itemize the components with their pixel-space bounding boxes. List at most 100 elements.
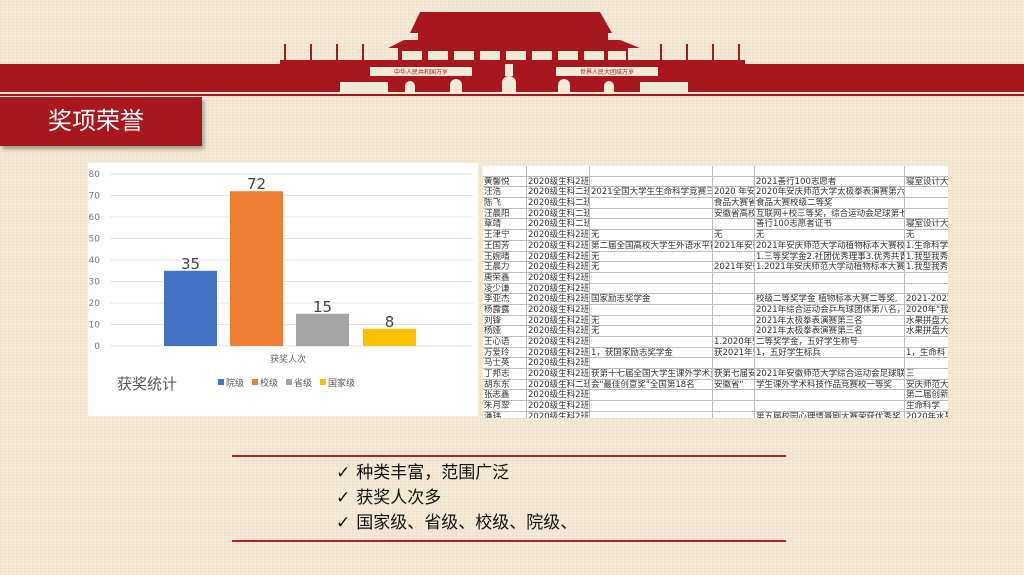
table-cell: 2020级生科2班 (528, 294, 590, 304)
table-cell: 1，获国家励志奖学金 (590, 347, 713, 358)
table-cell: 1.2021年安庆师范大学动植物标本大赛校 (756, 262, 905, 272)
table-cell: 2021善行100志愿者 (755, 176, 905, 187)
table-row-partial (483, 166, 948, 177)
table-row: 杨娅 2020级生科2班无 2021年太极拳表演赛第三名 水果拼盘大 (483, 326, 948, 337)
table-row: 陈飞 2020级生科二班 食品大赛省 食品大赛校级二等奖 (483, 198, 948, 209)
table-cell: 凌少谦 (483, 283, 527, 294)
table-cell: 水果拼盘大 (906, 315, 948, 326)
table-cell: 无 (590, 315, 713, 326)
legend-swatch (252, 379, 258, 385)
table-cell (905, 187, 948, 197)
table-cell (755, 272, 905, 283)
table-cell: 2020级生科2班 (528, 304, 590, 315)
table-cell: 2021年太极拳表演赛第三名 (755, 326, 905, 336)
y-tick-label: 0 (94, 342, 100, 352)
table-cell (905, 337, 948, 347)
table-cell (755, 390, 905, 401)
divider-bottom (232, 540, 786, 542)
table-cell: 互联网+校三等奖，综合运动会足球第七名，三等 (755, 208, 905, 219)
table-cell: 第五届校园心理情景剧大赛荣获优秀奖, (755, 411, 905, 418)
table-cell: 李亚杰 (483, 294, 527, 304)
table-row: 黄馨悦 2020级生科2班 2021善行100志愿者 寝室设计大 (483, 176, 948, 188)
table-cell: 章靖 (483, 219, 527, 230)
table-cell (713, 283, 755, 294)
y-tick-label: 30 (89, 278, 101, 288)
table-cell: 2020级生科2班 (528, 390, 590, 401)
table-cell: 2020级生科二班 (528, 219, 590, 230)
table-row: 章靖 2020级生科二班 善行100志愿者证书 寝室设计大 (483, 219, 948, 231)
table-cell: 安徽省高校 (714, 208, 755, 219)
table-cell: 2020级生科2班 (528, 337, 590, 347)
table-cell: 无 (906, 230, 915, 240)
table-cell (755, 401, 905, 411)
table-row: 汪浩 2020级生科二班 2021全国大学生生命科学竞赛三等 2020 年安 2020年… (483, 187, 948, 199)
legend-label: 省级 (294, 377, 312, 389)
legend-label: 国家级 (328, 377, 355, 389)
table-cell (590, 219, 713, 230)
divider-top (232, 455, 786, 457)
table-cell: 2021年安庆师范大学动植物标本大赛校级 (756, 240, 905, 251)
table-cell: 校级二等奖学金 植物标本大赛二等奖, (755, 294, 905, 304)
table-cell: 2020级生科2班 (528, 315, 590, 326)
table-cell: 2021-2022 (906, 294, 948, 304)
table-cell: 刘锋 (483, 315, 527, 326)
y-tick-label: 20 (89, 299, 101, 309)
table-cell: 1.我型我秀 (906, 251, 948, 262)
summary-item: ✓ 种类丰富，范围广泛 (336, 461, 577, 486)
table-cell: 1.2020年安 (713, 337, 755, 347)
table-row: 王津宁 2020级生科2班无无无无 (483, 230, 948, 241)
y-tick-label: 60 (89, 213, 101, 223)
table-cell: 2020级生科2班 (528, 240, 590, 251)
bar-省级 (296, 313, 349, 346)
x-axis-label: 获奖人次 (270, 353, 306, 365)
table-cell (713, 411, 755, 418)
table-cell (590, 390, 713, 401)
table-cell (590, 198, 713, 208)
check-icon: ✓ (336, 463, 351, 483)
data-label: 35 (181, 255, 200, 273)
table-cell: 马士英 (483, 358, 527, 369)
table-row: 万爱玲2020级生科2班1，获国家励志奖学金获2021年安1，五好学生标兵1，生… (483, 347, 948, 359)
table-cell: 安庆师范大 (906, 379, 948, 390)
table-cell: 陈飞 (483, 198, 527, 208)
table-cell: 食品大赛校级二等奖 (755, 198, 905, 208)
table-row: 王晨力2020级生科2班无2021年安徽1.2021年安庆师范大学动植物标本大赛… (483, 262, 948, 273)
table-cell: 无 (590, 230, 713, 240)
table-cell: 王心语 (483, 337, 527, 347)
table-cell: 2021年安徽 (713, 262, 755, 272)
table-cell (713, 304, 755, 315)
table-cell: 食品大赛省 (714, 198, 755, 208)
table-cell (905, 273, 948, 283)
table-cell: 无 (590, 251, 713, 262)
table-cell: 2020级生科2班 (528, 176, 590, 187)
table-cell: 王婉晴 (483, 251, 527, 262)
bar-国家级 (363, 328, 416, 346)
table-cell: 安徽省" (713, 379, 755, 390)
legend-label: 校级 (260, 377, 278, 389)
table-cell: 1，生命科 (906, 347, 946, 358)
table-cell (755, 283, 905, 294)
table-cell: 2020级生科二班 (528, 379, 590, 390)
table-row: 马士英 2020级生科2班 (483, 358, 948, 370)
legend-swatch (320, 379, 326, 385)
table-cell (713, 294, 755, 304)
y-tick-label: 10 (89, 321, 101, 331)
table-cell: 国家励志奖学金 (590, 294, 713, 304)
bar-院级 (164, 270, 217, 346)
table-cell (905, 209, 948, 219)
table-cell: 2020年安庆师范大学太极拳表演赛第六名，2021年 (756, 187, 905, 198)
table-cell: 2020级生科2班 (528, 230, 590, 240)
table-cell: 2020级生科二班 (528, 198, 590, 208)
table-cell: 学生课外学术科技作品竞赛校一等奖 (755, 379, 905, 390)
table-row: 丁邦志 2020级生科2班 获第十七届全国大学生课外学术竞 获第七届安 2021年安徽师… (483, 369, 948, 380)
table-cell (713, 401, 755, 411)
table-cell (590, 304, 713, 315)
table-cell: 王晨力 (483, 262, 527, 272)
table-row: 朱月翠 2020级生科2班 生命科学 (483, 401, 948, 412)
table-cell: 2020级生科二班 (528, 187, 590, 198)
table-cell: 朱月翠 (483, 401, 527, 411)
legend-swatch (286, 379, 292, 385)
